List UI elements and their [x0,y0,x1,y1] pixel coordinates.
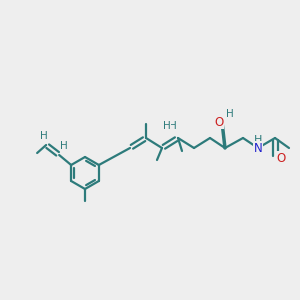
Text: H: H [169,121,177,131]
Text: O: O [214,116,224,128]
Text: H: H [40,131,48,141]
Text: O: O [276,152,286,164]
Text: H: H [60,141,68,151]
Text: N: N [254,142,262,154]
Text: H: H [254,135,262,145]
Text: H: H [226,109,234,119]
Text: H: H [163,121,171,131]
